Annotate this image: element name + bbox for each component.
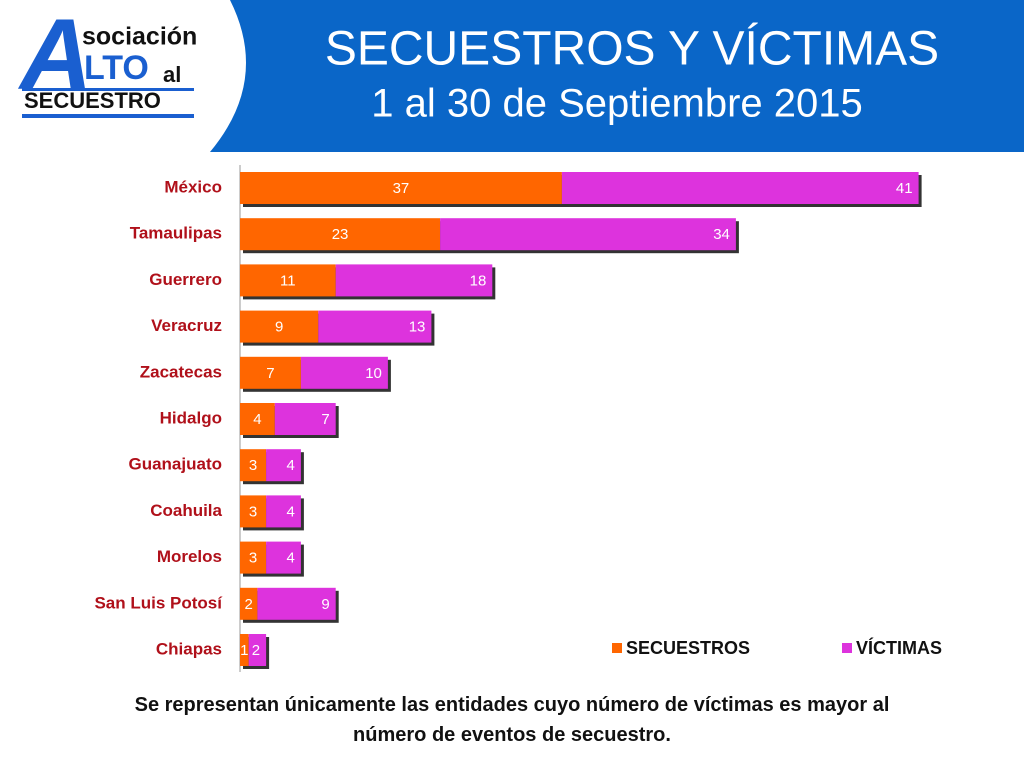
- bar-segment: [266, 495, 301, 528]
- bar-segment: [240, 403, 275, 435]
- data-label: 3: [249, 457, 257, 474]
- logo-text: LTO: [84, 49, 149, 87]
- bar-segment: [240, 495, 267, 528]
- y-tick-label: Veracruz: [151, 316, 222, 335]
- bar-segment: [240, 449, 267, 482]
- data-label: 4: [287, 550, 295, 567]
- y-tick-label: Chiapas: [156, 639, 222, 658]
- bar-segment: [300, 356, 388, 389]
- data-label: 4: [287, 457, 295, 474]
- legend-swatch: [842, 643, 852, 653]
- bar-segment: [240, 356, 301, 389]
- legend-label: VÍCTIMAS: [856, 637, 942, 658]
- bar-segment: [240, 218, 441, 251]
- chart-title: SECUESTROS Y VÍCTIMAS: [325, 23, 939, 76]
- data-label: 7: [266, 365, 274, 382]
- y-tick-label: Hidalgo: [160, 408, 222, 427]
- y-tick-label: San Luis Potosí: [94, 593, 223, 612]
- data-label: 7: [321, 411, 329, 428]
- data-label: 41: [896, 180, 913, 197]
- y-tick-label: México: [164, 177, 222, 196]
- logo-rule: [22, 114, 194, 118]
- data-label: 3: [249, 550, 257, 567]
- bar-segment: [257, 587, 336, 620]
- data-label: 11: [280, 272, 296, 289]
- logo-rule: [22, 88, 194, 91]
- data-label: 10: [365, 365, 382, 382]
- bar-segment: [248, 634, 267, 666]
- data-label: 37: [393, 180, 410, 197]
- data-label: 2: [245, 596, 253, 613]
- y-tick-label: Morelos: [157, 547, 222, 566]
- data-label: 18: [470, 272, 487, 289]
- bar-segment: [240, 310, 319, 343]
- bar-segment: [240, 634, 249, 666]
- legend-label: SECUESTROS: [626, 638, 750, 658]
- note: Se representan únicamente las entidades …: [135, 694, 890, 746]
- bar-segment: [240, 172, 562, 204]
- legend-swatch: [612, 643, 622, 653]
- bar-segment: [440, 218, 736, 251]
- logo-text: sociación: [82, 23, 197, 51]
- note-line: número de eventos de secuestro.: [353, 724, 671, 746]
- data-label: 13: [409, 319, 426, 336]
- bar-segment: [561, 172, 919, 204]
- data-label: 4: [287, 503, 295, 520]
- chart-subtitle: 1 al 30 de Septiembre 2015: [371, 82, 862, 126]
- data-label: 23: [332, 226, 349, 243]
- data-label: 2: [252, 642, 260, 659]
- data-label: 9: [275, 319, 283, 336]
- y-tick-label: Zacatecas: [140, 362, 222, 381]
- bar-segment: [318, 310, 432, 343]
- bar-segment: [266, 449, 301, 482]
- y-tick-label: Guerrero: [149, 270, 222, 289]
- note-line: Se representan únicamente las entidades …: [135, 694, 890, 716]
- data-label: 9: [321, 596, 329, 613]
- data-label: 3: [249, 503, 257, 520]
- bar-segment: [274, 403, 336, 435]
- bar-segment: [335, 264, 493, 297]
- data-label: 4: [253, 411, 261, 428]
- header-band: [210, 0, 1024, 152]
- y-tick-label: Tamaulipas: [130, 224, 222, 243]
- bar-segment: [240, 264, 336, 297]
- logo-initial: A: [17, 0, 92, 110]
- y-tick-label: Coahuila: [150, 501, 222, 520]
- logo-text: al: [163, 62, 181, 87]
- logo-text: SECUESTRO: [24, 88, 161, 113]
- bar-segment: [266, 541, 301, 574]
- bar-segment: [240, 587, 258, 620]
- bar-segment: [240, 541, 267, 574]
- data-label: 1: [240, 642, 248, 659]
- data-label: 34: [713, 226, 730, 243]
- y-tick-label: Guanajuato: [128, 455, 222, 474]
